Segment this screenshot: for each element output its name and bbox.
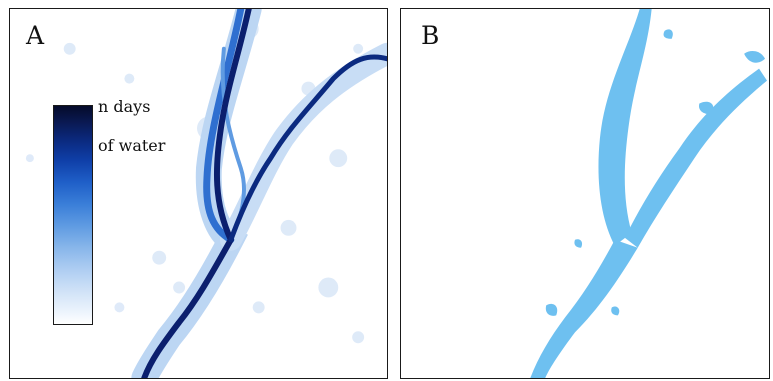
color-scale-bar bbox=[53, 105, 93, 325]
panel-label: B bbox=[421, 21, 440, 50]
legend-label-line1: n days bbox=[98, 97, 151, 116]
water-frequency-map bbox=[25, 9, 387, 378]
panel-label: A bbox=[26, 21, 45, 50]
legend-label-line2: of water bbox=[98, 136, 166, 155]
water-mask-map bbox=[530, 9, 768, 378]
panel-a: A n days of water bbox=[9, 8, 388, 379]
panel-b: B bbox=[400, 8, 770, 379]
